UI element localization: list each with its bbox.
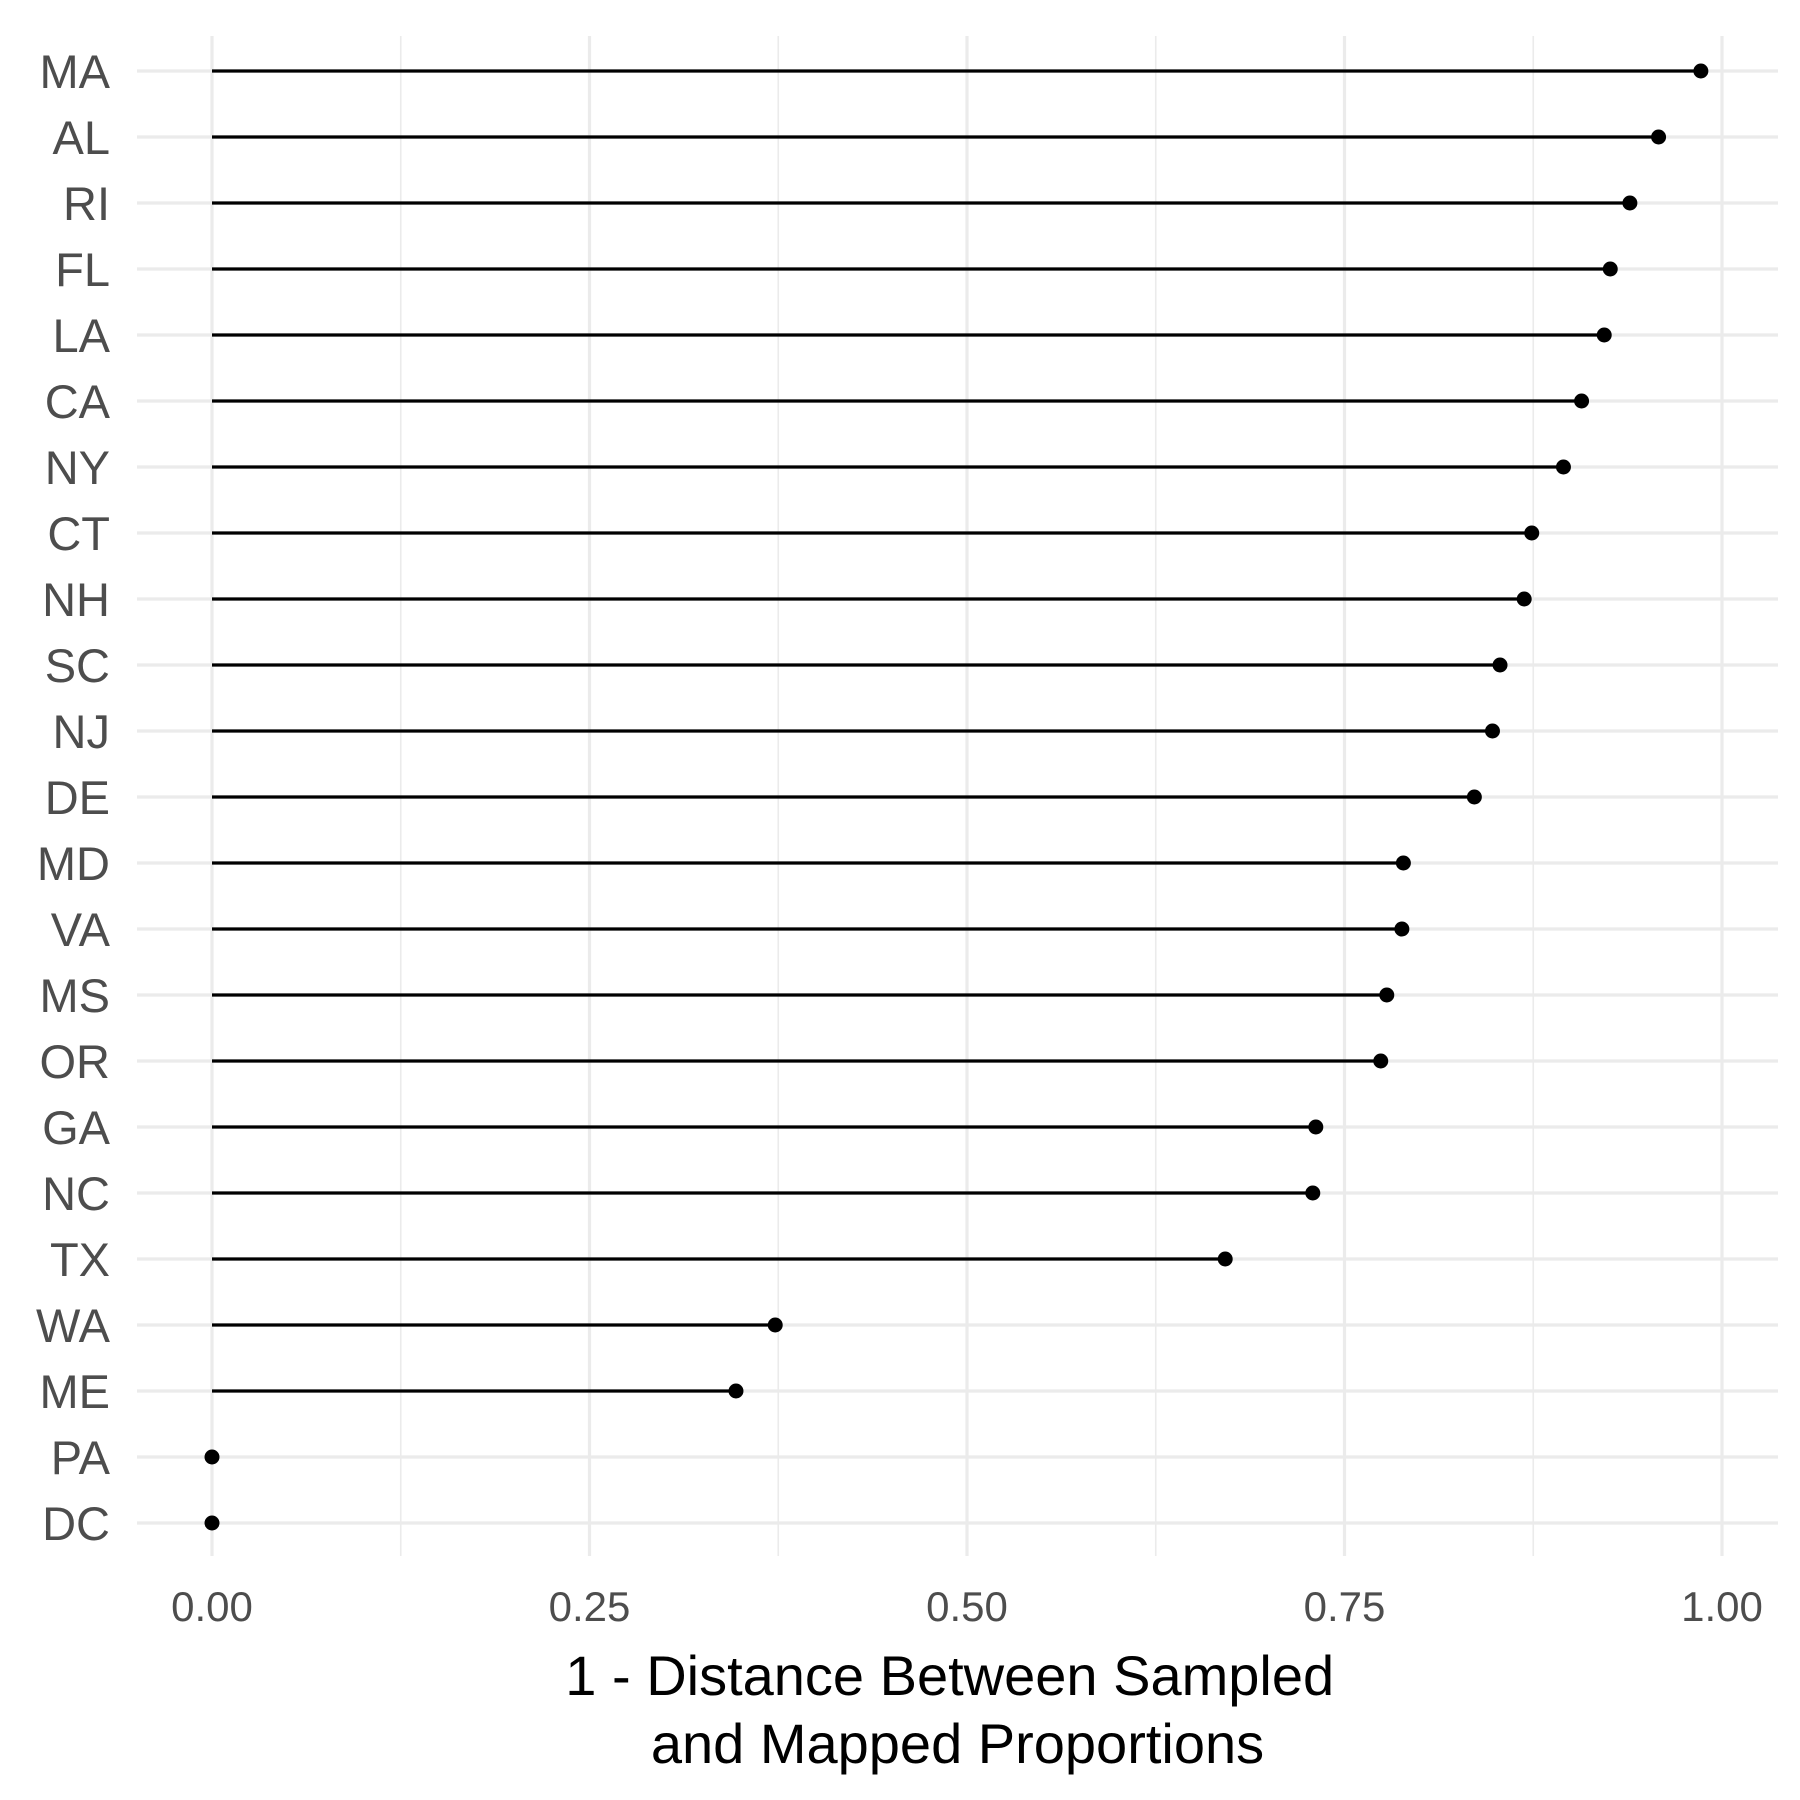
point-ms — [1379, 987, 1395, 1003]
y-tick-label-nh: NH — [42, 573, 110, 626]
x-tick-label-2: 0.50 — [926, 1583, 1008, 1630]
y-tick-label-al: AL — [53, 111, 111, 164]
point-pa — [204, 1449, 220, 1465]
point-md — [1395, 855, 1411, 871]
x-axis-title-line-1: 1 - Distance Between Sampled — [565, 1644, 1334, 1707]
point-ca — [1574, 393, 1590, 409]
y-tick-label-pa: PA — [51, 1431, 111, 1484]
y-tick-label-fl: FL — [55, 243, 110, 296]
x-tick-label-4: 1.00 — [1681, 1583, 1763, 1630]
point-tx — [1217, 1251, 1233, 1267]
y-axis-tick-labels: MA AL RI FL LA CA NY CT NH SC NJ DE MD VA MS OR GA NC TX WA… — [36, 45, 111, 1550]
y-tick-label-md: MD — [37, 837, 110, 890]
chart-marks — [204, 63, 1709, 1531]
y-tick-label-ga: GA — [42, 1101, 111, 1154]
y-tick-label-va: VA — [51, 903, 111, 956]
point-wa — [767, 1317, 783, 1333]
x-axis-title: 1 - Distance Between Sampled and Mapped … — [565, 1644, 1349, 1775]
y-tick-label-ny: NY — [45, 441, 110, 494]
point-nc — [1305, 1185, 1321, 1201]
x-tick-label-1: 0.25 — [549, 1583, 631, 1630]
y-tick-label-ca: CA — [45, 375, 111, 428]
point-ga — [1308, 1119, 1324, 1135]
point-sc — [1492, 657, 1508, 673]
y-tick-label-ma: MA — [40, 45, 111, 98]
x-tick-label-0: 0.00 — [171, 1583, 253, 1630]
y-tick-label-tx: TX — [50, 1233, 110, 1286]
y-tick-label-ct: CT — [47, 507, 110, 560]
point-ny — [1555, 459, 1571, 475]
y-tick-label-me: ME — [40, 1365, 111, 1418]
point-fl — [1602, 261, 1618, 277]
y-tick-label-sc: SC — [45, 639, 110, 692]
y-tick-label-or: OR — [40, 1035, 111, 1088]
y-tick-label-nc: NC — [42, 1167, 110, 1220]
y-tick-label-la: LA — [53, 309, 111, 362]
x-tick-label-3: 0.75 — [1304, 1583, 1386, 1630]
y-tick-label-dc: DC — [42, 1497, 110, 1550]
x-axis-tick-labels: 0.00 0.25 0.50 0.75 1.00 — [171, 1583, 1763, 1630]
point-nj — [1484, 723, 1500, 739]
y-tick-label-wa: WA — [36, 1299, 111, 1352]
point-ri — [1622, 195, 1638, 211]
point-de — [1466, 789, 1482, 805]
point-dc — [204, 1515, 220, 1531]
point-al — [1651, 129, 1667, 145]
point-nh — [1516, 591, 1532, 607]
point-ct — [1524, 525, 1540, 541]
y-tick-label-ri: RI — [63, 177, 110, 230]
y-tick-label-nj: NJ — [53, 705, 110, 758]
point-or — [1373, 1053, 1389, 1069]
x-axis-title-line-2: and Mapped Proportions — [651, 1712, 1264, 1775]
y-tick-label-de: DE — [45, 771, 110, 824]
point-la — [1596, 327, 1612, 343]
y-tick-label-ms: MS — [40, 969, 111, 1022]
point-va — [1394, 921, 1410, 937]
point-me — [728, 1383, 744, 1399]
point-ma — [1693, 63, 1709, 79]
